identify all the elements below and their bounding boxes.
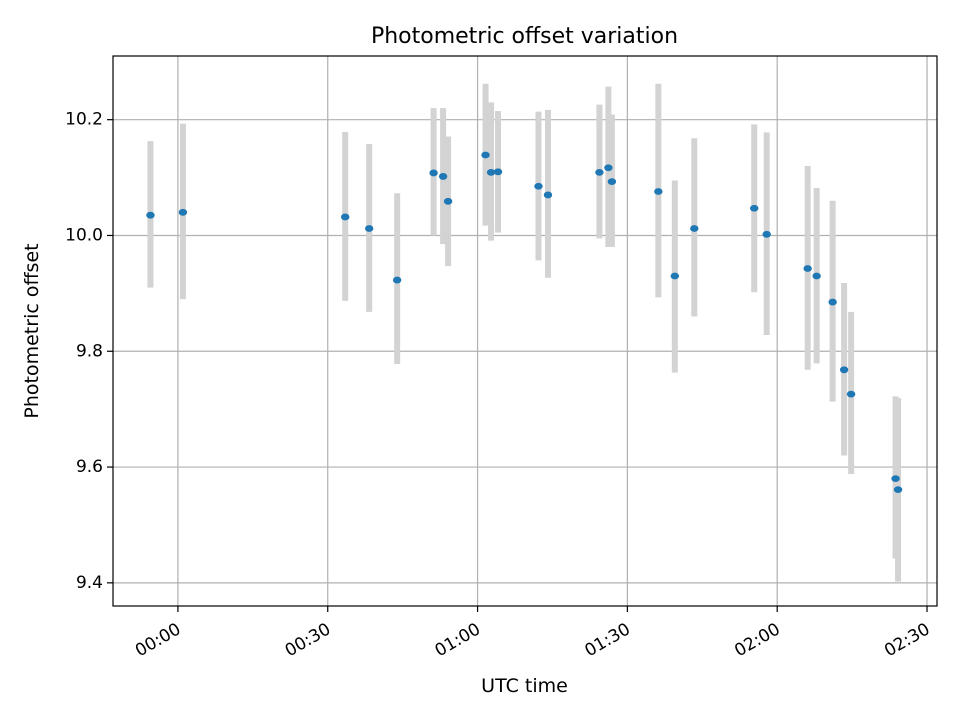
data-point <box>392 276 402 284</box>
y-tick-label: 9.4 <box>76 573 103 593</box>
data-point <box>893 486 903 494</box>
data-point <box>690 225 699 232</box>
data-point <box>443 197 453 205</box>
data-point <box>534 182 543 190</box>
y-tick-label: 9.8 <box>76 341 103 361</box>
data-point <box>604 164 613 172</box>
chart-title: Photometric offset variation <box>371 24 678 49</box>
data-point <box>486 168 496 176</box>
grid <box>113 56 937 606</box>
y-axis-label: Photometric offset <box>21 243 43 418</box>
x-axis-label: UTC time <box>481 675 568 697</box>
y-tick-label: 10.0 <box>65 225 103 245</box>
data-points <box>146 151 903 494</box>
y-axis: 9.4 9.6 9.8 10.0 10.2 <box>65 110 113 593</box>
data-point <box>812 272 821 280</box>
data-point <box>595 168 604 176</box>
data-point <box>846 390 856 398</box>
data-point <box>607 178 617 186</box>
data-point <box>364 225 374 232</box>
y-tick-label: 10.2 <box>65 110 103 130</box>
data-point <box>429 169 438 177</box>
data-point <box>839 366 849 374</box>
data-point <box>493 168 503 176</box>
data-point <box>891 475 900 483</box>
y-tick-label: 9.6 <box>76 457 103 477</box>
data-point <box>762 230 771 238</box>
data-point <box>670 272 680 280</box>
data-point <box>828 298 837 306</box>
data-point <box>341 213 350 221</box>
data-point <box>481 151 490 159</box>
data-point <box>654 188 663 195</box>
data-point <box>438 173 448 180</box>
data-point <box>750 204 759 212</box>
plot-frame <box>112 55 938 607</box>
data-point <box>146 211 155 219</box>
data-point <box>178 208 188 216</box>
data-point <box>543 191 553 199</box>
data-point <box>803 265 812 272</box>
